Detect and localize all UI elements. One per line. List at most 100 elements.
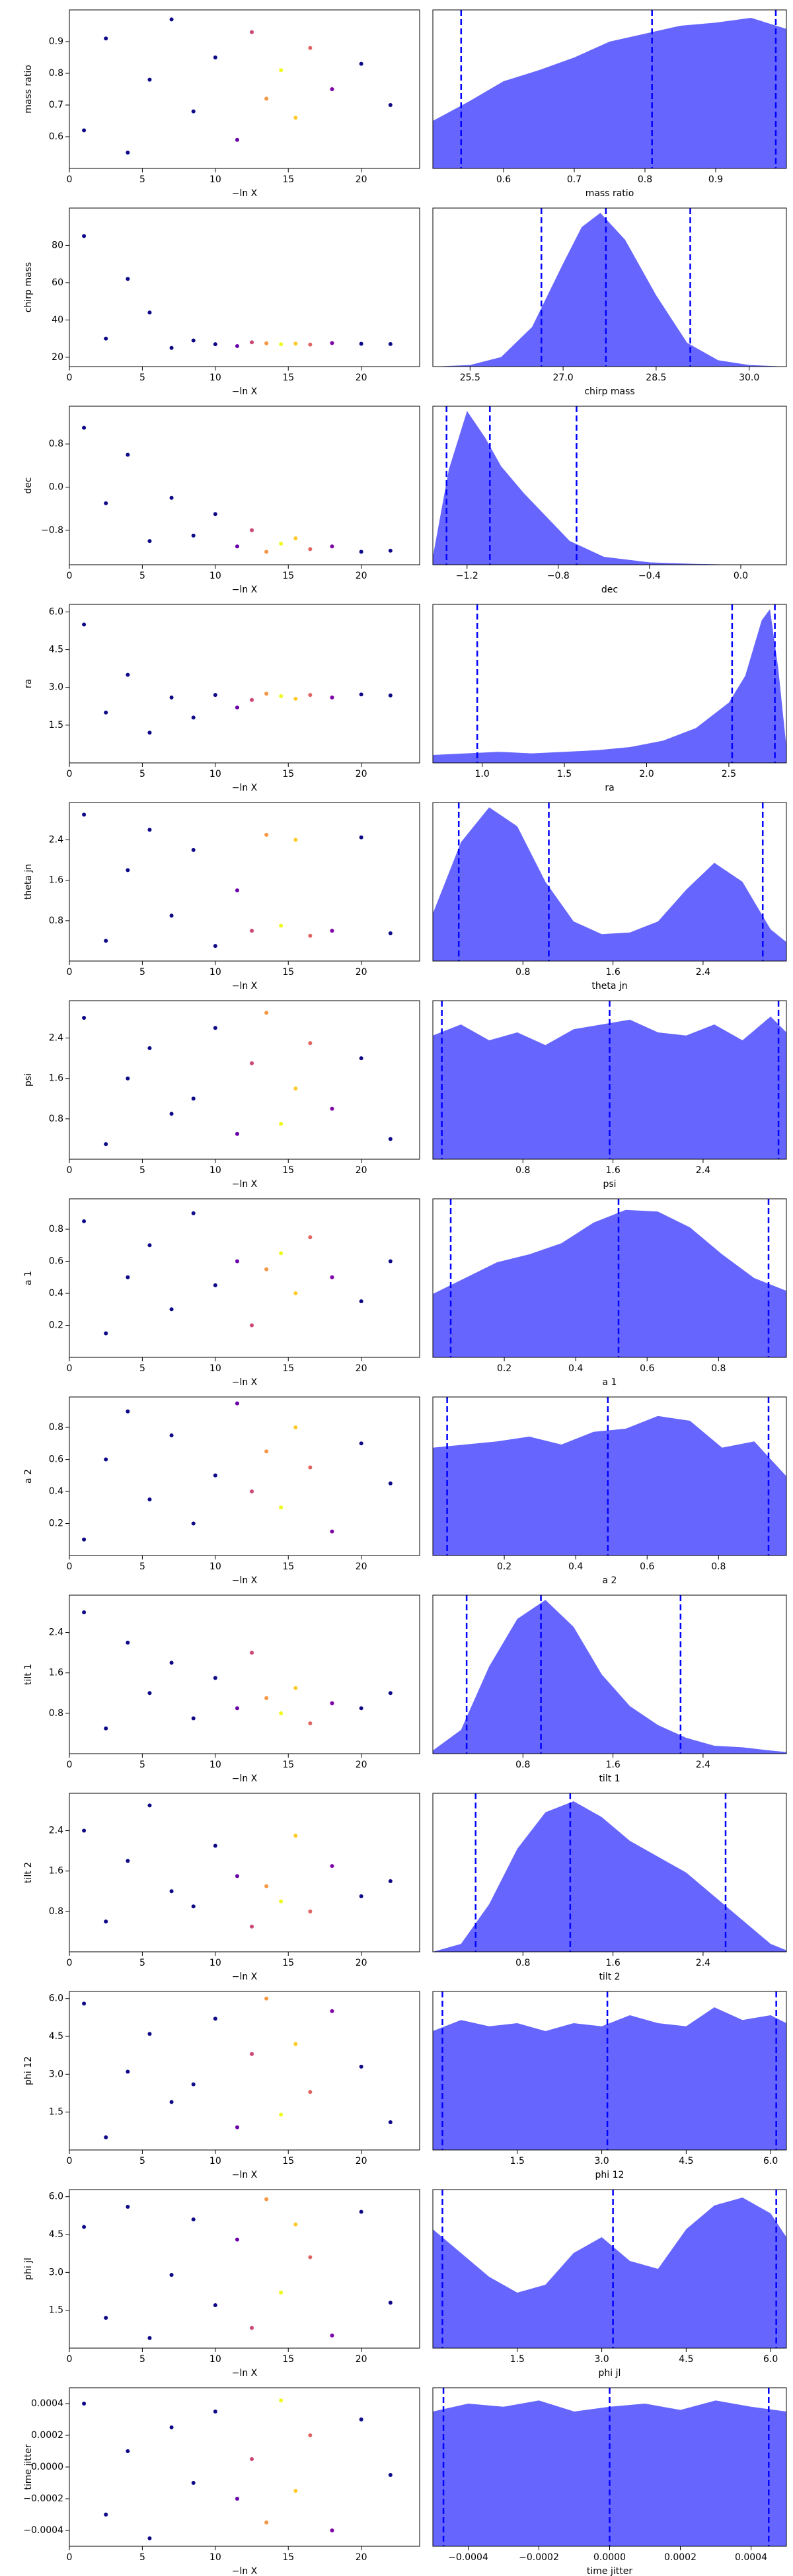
x-tick-label: 0 — [67, 1561, 73, 1572]
x-tick-label: 0 — [67, 2156, 73, 2166]
point — [82, 2402, 87, 2406]
point — [126, 1859, 130, 1863]
point — [82, 1219, 87, 1223]
point — [359, 61, 363, 66]
x-tick-label: 20 — [356, 1561, 367, 1572]
point — [359, 2064, 363, 2069]
x-tick-label: 0 — [67, 1165, 73, 1176]
point — [147, 828, 152, 832]
x-tick-label: 15 — [282, 571, 294, 581]
x-tick-label: −0.4 — [638, 571, 661, 581]
point — [279, 342, 283, 347]
axes-frame — [432, 1991, 787, 2151]
point — [126, 151, 130, 155]
x-tick-label: 0.8 — [515, 1958, 530, 1968]
point — [250, 698, 254, 702]
point — [147, 2032, 152, 2036]
point — [359, 2209, 363, 2214]
x-tick-label: 0.6 — [640, 1363, 654, 1374]
y-tick-label: 0.8 — [49, 1708, 63, 1719]
point — [147, 1243, 152, 1248]
x-axis-label: a 1 — [603, 1377, 617, 1388]
y-axis-label: tilt 1 — [23, 1664, 34, 1685]
point — [330, 1529, 334, 1534]
x-tick-label: 4.5 — [679, 2156, 693, 2166]
x-axis-label: −ln X — [232, 585, 258, 595]
point — [169, 2273, 174, 2277]
x-tick-label: 10 — [209, 1958, 221, 1968]
point — [147, 2336, 152, 2340]
x-tick-label: 15 — [282, 2354, 294, 2365]
x-tick-label: 0 — [67, 769, 73, 779]
point — [147, 539, 152, 544]
y-tick-label: 0.9 — [49, 36, 63, 47]
x-tick-label: 0.8 — [711, 1561, 726, 1572]
point — [359, 692, 363, 697]
x-tick-label: 20 — [356, 2354, 367, 2365]
x-axis-label: −ln X — [232, 1179, 258, 1190]
point — [169, 913, 174, 918]
x-tick-label: 20 — [356, 2552, 367, 2563]
point — [191, 715, 196, 720]
point — [104, 36, 108, 41]
y-tick-label: 0.6 — [49, 131, 63, 142]
axes-frame — [69, 2189, 420, 2349]
x-tick-label: 20 — [356, 373, 367, 383]
point — [264, 2197, 269, 2201]
x-tick-label: 25.5 — [460, 373, 480, 383]
point — [279, 694, 283, 699]
axes-frame — [432, 1198, 787, 1358]
point — [388, 1137, 393, 1141]
density-area — [433, 1209, 786, 1357]
y-tick-label: 0.0004 — [31, 2398, 63, 2409]
point — [293, 2489, 298, 2493]
point — [293, 536, 298, 540]
x-tick-label: 10 — [209, 571, 221, 581]
x-tick-label: 10 — [209, 1363, 221, 1374]
point — [235, 1401, 239, 1406]
point — [293, 1425, 298, 1430]
point — [126, 868, 130, 873]
point — [388, 2120, 393, 2124]
x-tick-label: 20 — [356, 2156, 367, 2166]
point — [213, 2017, 217, 2021]
y-axis-label: psi — [23, 1073, 34, 1087]
x-tick-label: 5 — [139, 571, 145, 581]
x-tick-label: 1.5 — [510, 2354, 525, 2365]
point — [250, 2457, 254, 2461]
x-tick-label: 30.0 — [739, 373, 759, 383]
y-axis-label: phi jl — [23, 2258, 34, 2280]
point — [293, 116, 298, 120]
y-tick-label: 2.4 — [49, 1826, 63, 1836]
point — [250, 1061, 254, 1065]
point — [250, 30, 254, 34]
point — [126, 2204, 130, 2209]
x-axis-label: psi — [603, 1179, 616, 1190]
x-tick-label: 0.4 — [568, 1363, 583, 1374]
x-tick-label: 1.6 — [605, 967, 620, 978]
point — [264, 96, 269, 101]
y-tick-label: 80 — [52, 240, 63, 250]
point — [330, 695, 334, 699]
y-tick-label: 0.6 — [49, 1454, 63, 1465]
point — [82, 812, 87, 817]
point — [213, 55, 217, 59]
x-tick-label: 0.8 — [515, 1165, 530, 1176]
y-tick-label: 2.4 — [49, 1033, 63, 1044]
x-tick-label: 0 — [67, 571, 73, 581]
y-tick-label: 0.0000 — [31, 2462, 63, 2472]
x-axis-label: −ln X — [232, 2566, 258, 2576]
point — [169, 495, 174, 500]
x-tick-label: 10 — [209, 1165, 221, 1176]
point — [264, 1449, 269, 1454]
point — [330, 2009, 334, 2013]
point — [169, 345, 174, 350]
density-area — [433, 1801, 786, 1952]
x-tick-label: 15 — [282, 174, 294, 185]
point — [213, 2303, 217, 2308]
axes-frame — [69, 1991, 420, 2151]
point — [308, 1721, 313, 1726]
point — [235, 1259, 239, 1264]
x-tick-label: 20 — [356, 1958, 367, 1968]
